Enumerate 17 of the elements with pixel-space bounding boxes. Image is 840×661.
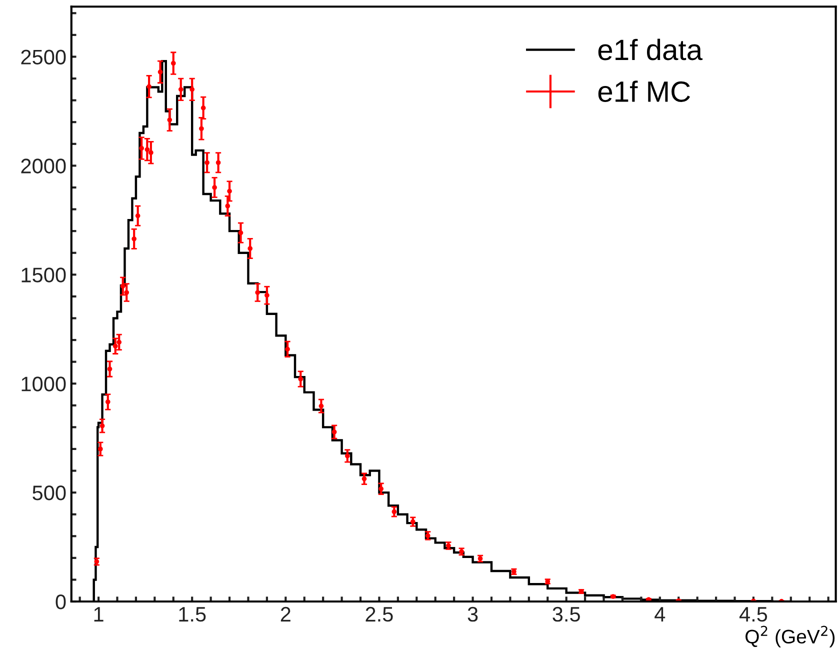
x-axis-title: Q$^{2}$ (GeV$^{2}$) (746, 626, 835, 648)
x-tick-label: 3.5 (552, 606, 580, 622)
x-tick-label: 4.5 (739, 607, 768, 622)
y-tick-label: 1000 (22, 376, 66, 392)
x-tick-label: 2.5 (366, 606, 393, 622)
legend-label: e1f data (598, 38, 703, 60)
x-tick-label: 4 (654, 607, 666, 622)
y-tick-label: 1500 (22, 268, 66, 282)
x-tick-label: 3 (468, 606, 478, 622)
y-tick-label: 500 (32, 486, 66, 500)
x-tick-label: 1.5 (179, 607, 206, 622)
y-tick-label: 2000 (21, 158, 66, 174)
y-tick-label: 0 (56, 594, 66, 610)
x-tick-label: 1 (94, 607, 104, 622)
legend-label: e1f MC (598, 80, 690, 102)
y-tick-label: 2500 (21, 50, 66, 64)
x-tick-label: 2 (280, 606, 290, 622)
